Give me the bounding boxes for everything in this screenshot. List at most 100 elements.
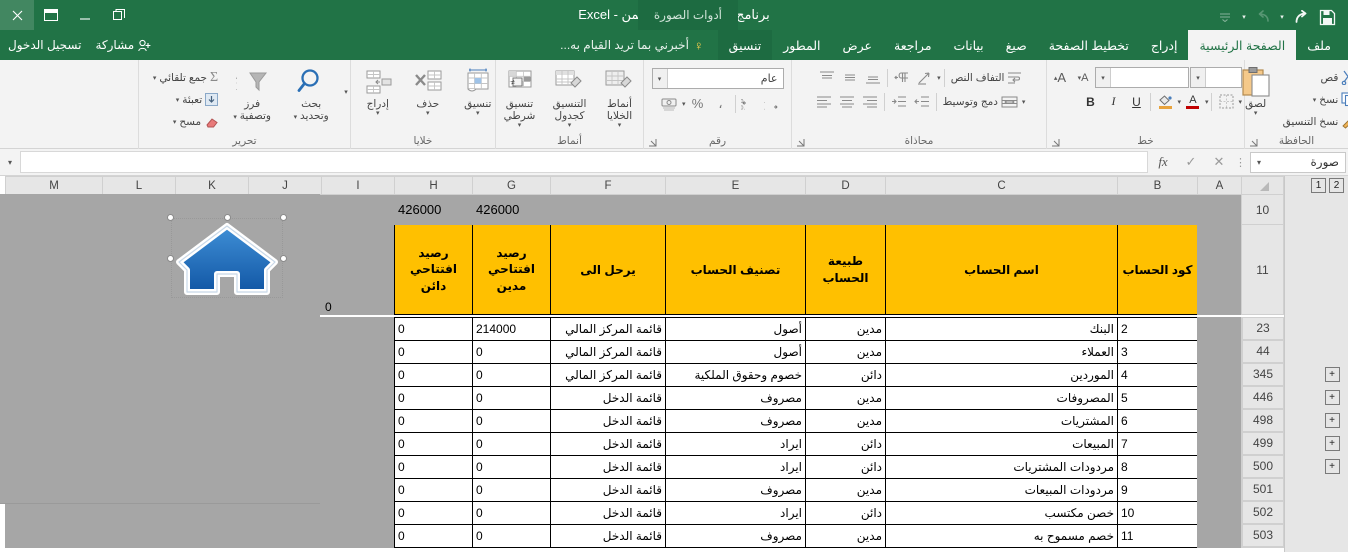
cell-code-9[interactable]: 9 (1117, 478, 1198, 502)
row-header-10[interactable]: 10 (1241, 194, 1284, 225)
cell-credit-2[interactable]: 0 (394, 317, 473, 341)
conditional-formatting-button[interactable]: ≠ تنسيق شرطي ▾ (496, 65, 544, 130)
cell-nature-3[interactable]: مدين (805, 340, 886, 364)
col-header-K[interactable]: K (175, 176, 249, 195)
align-bottom-button[interactable] (862, 67, 884, 88)
cell-A16[interactable] (1197, 409, 1242, 433)
ribbon-display-options-button[interactable] (34, 0, 68, 30)
col-header-L[interactable]: L (102, 176, 176, 195)
cell-report-7[interactable]: قائمة الدخل (550, 432, 666, 456)
col-header-D[interactable]: D (805, 176, 886, 195)
outline-expand-button[interactable]: + (1324, 459, 1340, 474)
cell-class-8[interactable]: ايراد (665, 455, 806, 479)
cell-credit-4[interactable]: 0 (394, 363, 473, 387)
save-icon[interactable] (1314, 4, 1340, 30)
insert-cells-button[interactable]: إدراج ▾ (354, 65, 402, 118)
align-right-button[interactable] (859, 91, 881, 112)
cell-nature-6[interactable]: مدين (805, 409, 886, 433)
cell-I19[interactable] (321, 478, 395, 502)
cell-report-10[interactable]: قائمة الدخل (550, 501, 666, 525)
percent-style-button[interactable]: % (691, 96, 704, 111)
cell-name-7[interactable]: المبيعات (885, 432, 1118, 456)
name-box[interactable]: صورة ▾ (1250, 151, 1346, 173)
rtl-direction-button[interactable] (891, 67, 913, 88)
format-as-table-caret-icon[interactable]: ▾ (567, 122, 572, 130)
copy-button[interactable]: نسخ ▾ (1280, 89, 1348, 110)
cell-name-11[interactable]: خصم مسموح به (885, 524, 1118, 548)
cell-credit-7[interactable]: 0 (394, 432, 473, 456)
cell-code-8[interactable]: 8 (1117, 455, 1198, 479)
merge-caret-icon[interactable]: ▾ (1021, 98, 1026, 106)
clear-caret-icon[interactable]: ▾ (172, 118, 177, 126)
formula-bar-grip[interactable]: ⋮ (1235, 156, 1247, 169)
cell-code-7[interactable]: 7 (1117, 432, 1198, 456)
cell-credit-10[interactable]: 0 (394, 501, 473, 525)
format-as-table-button[interactable]: التنسيق كجدول ▾ (546, 65, 594, 130)
cell-report-6[interactable]: قائمة الدخل (550, 409, 666, 433)
row-header-44[interactable]: 44 (1242, 340, 1284, 363)
cell-A11[interactable] (1197, 224, 1242, 315)
clear-button[interactable]: مسح ▾ (150, 111, 221, 132)
cell-A18[interactable] (1197, 455, 1242, 479)
cell-E11[interactable]: تصنيف الحساب (665, 224, 806, 315)
cell-M21[interactable] (5, 524, 103, 548)
accounting-format-button[interactable] (659, 93, 681, 114)
font-color-button[interactable]: A (1182, 91, 1204, 112)
home-picture[interactable] (167, 214, 287, 298)
cell-class-3[interactable]: أصول (665, 340, 806, 364)
cell-I20[interactable] (321, 501, 395, 525)
col-header-F[interactable]: F (550, 176, 666, 195)
cell-I15[interactable] (321, 386, 395, 410)
tab-developer[interactable]: المطور (783, 38, 821, 53)
cell-credit-9[interactable]: 0 (394, 478, 473, 502)
fill-caret-icon[interactable]: ▾ (175, 96, 180, 104)
cell-I14[interactable] (321, 363, 395, 387)
customize-qat-icon[interactable] (1212, 4, 1238, 30)
copy-caret-icon[interactable]: ▾ (1312, 96, 1317, 104)
delete-cells-caret-icon[interactable]: ▾ (426, 110, 430, 118)
paste-button[interactable]: لصق ▾ (1234, 65, 1278, 132)
fill-color-caret-icon[interactable]: ▾ (1177, 98, 1181, 106)
cell-nature-8[interactable]: دائن (805, 455, 886, 479)
tab-data[interactable]: بيانات (953, 38, 984, 53)
insert-cells-caret-icon[interactable]: ▾ (376, 110, 380, 118)
cell-A12[interactable] (1197, 317, 1242, 341)
cell-H11[interactable]: رصيد افتتاحي دائن (394, 224, 473, 315)
cell-A21[interactable] (1197, 524, 1242, 548)
redo-dropdown-caret[interactable]: ▾ (1280, 14, 1284, 21)
bold-button[interactable]: B (1086, 94, 1095, 109)
cell-I18[interactable] (321, 455, 395, 479)
cell-code-5[interactable]: 5 (1117, 386, 1198, 410)
outline-level-2-button[interactable]: 2 (1329, 178, 1344, 193)
cell-I16[interactable] (321, 409, 395, 433)
row-header-501[interactable]: 501 (1242, 478, 1284, 501)
tab-file[interactable]: ملف (1307, 38, 1331, 53)
confirm-entry-button[interactable]: ✓ (1185, 154, 1197, 169)
cell-class-11[interactable]: مصروف (665, 524, 806, 548)
tab-home[interactable]: الصفحة الرئيسية (1188, 30, 1297, 60)
cell-debit-3[interactable]: 0 (472, 340, 551, 364)
close-window-button[interactable] (0, 0, 34, 30)
cell-J21[interactable] (248, 524, 322, 548)
font-size-caret-icon[interactable]: ▾ (1191, 68, 1206, 87)
resize-handle-tr[interactable] (280, 214, 287, 221)
sort-filter-button[interactable]: AZ فرز وتصفية ▾ (223, 65, 281, 132)
find-select-button[interactable]: بحث وتحديد ▾ (283, 65, 339, 132)
cell-debit-4[interactable]: 0 (472, 363, 551, 387)
font-name-caret-icon[interactable]: ▾ (1096, 68, 1111, 87)
cell-C10[interactable] (885, 194, 1118, 225)
tab-formulas[interactable]: صيغ (1005, 38, 1027, 53)
cell-name-10[interactable]: خصن مكتسب (885, 501, 1118, 525)
cell-K20[interactable] (175, 501, 249, 525)
row-header-11[interactable]: 11 (1241, 224, 1284, 315)
col-header-M[interactable]: M (5, 176, 103, 195)
font-dialog-launcher[interactable] (1051, 138, 1060, 147)
row-header-345[interactable]: 345 (1242, 363, 1284, 386)
cell-A15[interactable] (1197, 386, 1242, 410)
cell-L21[interactable] (102, 524, 176, 548)
cell-code-10[interactable]: 10 (1117, 501, 1198, 525)
fill-button[interactable]: تعبئة ▾ (150, 89, 221, 110)
cell-I21[interactable] (321, 524, 395, 548)
borders-caret-icon[interactable]: ▾ (1238, 98, 1242, 106)
share-button[interactable]: مشاركة (95, 38, 151, 52)
